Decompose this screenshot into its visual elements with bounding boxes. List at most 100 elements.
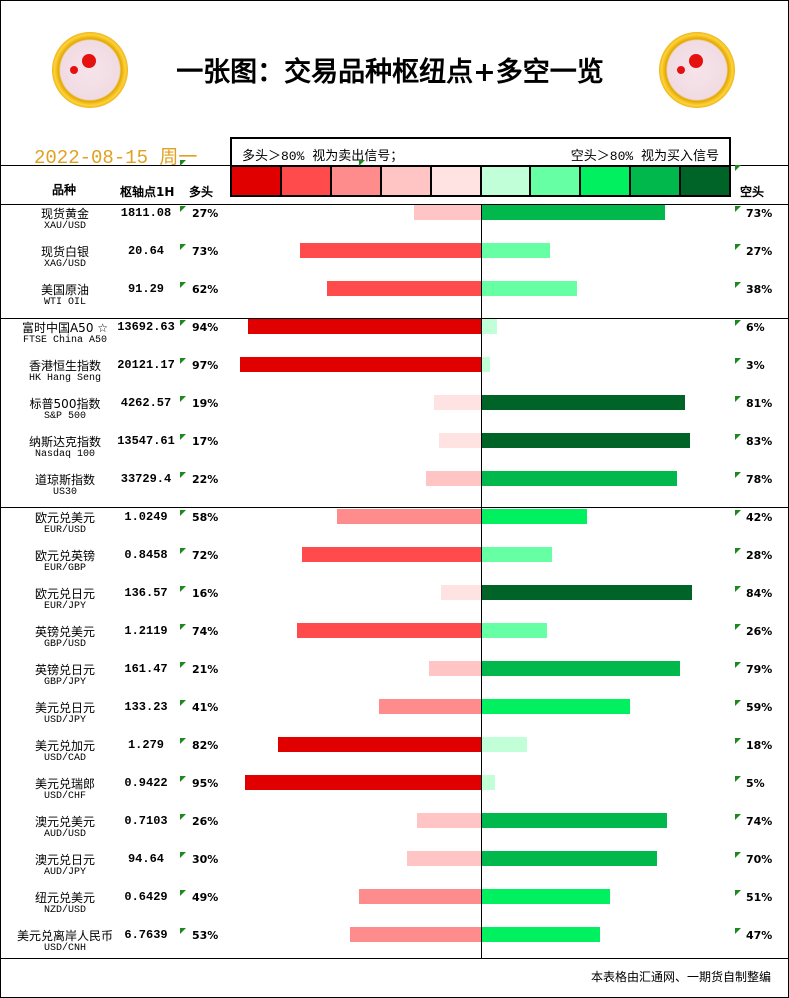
comment-marker-icon <box>735 472 741 478</box>
comment-marker-icon <box>735 890 741 896</box>
long-bar <box>247 319 481 334</box>
short-bar <box>482 813 667 828</box>
long-percent: 82% <box>192 739 219 752</box>
table-row: 美国原油 WTI OIL 91.29 62% 38% <box>0 281 789 319</box>
instrument-code: AUD/JPY <box>43 867 86 878</box>
short-bar <box>482 699 630 714</box>
comment-marker-icon <box>735 700 741 706</box>
col-header-name: 品种 <box>52 183 77 197</box>
short-bar <box>482 281 577 296</box>
table-row: 英镑兑日元 GBP/JPY 161.47 21% 79% <box>0 661 789 699</box>
short-percent: 3% <box>746 359 765 372</box>
long-percent: 74% <box>192 625 219 638</box>
legend-swatch <box>381 167 432 195</box>
instrument-code: WTI OIL <box>43 297 86 308</box>
comment-marker-icon <box>735 320 741 326</box>
short-percent: 5% <box>746 777 765 790</box>
short-bar <box>482 623 547 638</box>
table-row: 欧元兑美元 EUR/USD 1.0249 58% 42% <box>0 509 789 547</box>
table-row: 纳斯达克指数 Nasdaq 100 13547.61 17% 83% <box>0 433 789 471</box>
short-percent: 81% <box>746 397 773 410</box>
legend-swatch <box>232 167 282 195</box>
comment-marker-icon <box>735 396 741 402</box>
comment-marker-icon <box>180 624 186 630</box>
short-percent: 28% <box>746 549 773 562</box>
instrument-name: 美国原油 <box>40 283 89 297</box>
comment-marker-icon <box>735 244 741 250</box>
long-bar <box>414 205 481 220</box>
instrument-name: 纽元兑美元 <box>34 891 95 905</box>
short-bar <box>482 509 587 524</box>
comment-marker-icon <box>180 358 186 364</box>
table-row: 美元兑瑞郎 USD/CHF 0.9422 95% 5% <box>0 775 789 813</box>
comment-marker-icon <box>180 586 186 592</box>
short-bar <box>482 433 690 448</box>
long-bar <box>416 813 481 828</box>
short-percent: 83% <box>746 435 773 448</box>
short-percent: 70% <box>746 853 773 866</box>
long-bar <box>277 737 481 752</box>
pivot-value: 94.64 <box>127 852 164 866</box>
long-percent: 62% <box>192 283 219 296</box>
comment-marker-icon <box>735 662 741 668</box>
long-percent: 53% <box>192 929 219 942</box>
legend-swatches <box>232 165 730 195</box>
pivot-value: 1.0249 <box>124 510 168 524</box>
instrument-code: EUR/GBP <box>43 563 86 574</box>
instrument-name: 标普500指数 <box>29 397 101 411</box>
instrument-code: S&P 500 <box>43 411 86 422</box>
long-percent: 30% <box>192 853 219 866</box>
comment-marker-icon <box>180 244 186 250</box>
divider <box>0 318 789 319</box>
pivot-value: 13692.63 <box>117 320 175 334</box>
comment-marker-icon <box>735 206 741 212</box>
long-percent: 27% <box>192 207 219 220</box>
instrument-name: 美元兑瑞郎 <box>34 777 95 791</box>
instrument-name: 澳元兑美元 <box>34 815 95 829</box>
table-row: 欧元兑英镑 EUR/GBP 0.8458 72% 28% <box>0 547 789 585</box>
pivot-value: 0.9422 <box>124 776 168 790</box>
table-row: 现货白银 XAG/USD 20.64 73% 27% <box>0 243 789 281</box>
instrument-name: 美元兑加元 <box>34 739 95 753</box>
pivot-value: 1.2119 <box>124 624 168 638</box>
comment-marker-icon <box>180 928 186 934</box>
pivot-value: 20121.17 <box>117 358 175 372</box>
long-bar <box>297 623 481 638</box>
pivot-value: 133.23 <box>124 700 168 714</box>
short-percent: 27% <box>746 245 773 258</box>
col-header-pivot: 枢轴点1H <box>120 185 175 199</box>
pivot-value: 1.279 <box>127 738 164 752</box>
comment-marker-icon <box>180 700 186 706</box>
long-percent: 17% <box>192 435 219 448</box>
long-bar <box>359 889 481 904</box>
long-bar <box>349 927 481 942</box>
long-signal-note: 多头＞80% 视为卖出信号； <box>242 149 404 164</box>
short-percent: 59% <box>746 701 773 714</box>
legend-swatch <box>481 167 532 195</box>
instrument-name: 澳元兑日元 <box>34 853 95 867</box>
long-percent: 21% <box>192 663 219 676</box>
comment-marker-icon <box>735 434 741 440</box>
comment-marker-icon <box>180 282 186 288</box>
table-row: 纽元兑美元 NZD/USD 0.6429 49% 51% <box>0 889 789 927</box>
instrument-code: USD/CNH <box>43 943 86 954</box>
comment-marker-icon <box>180 662 186 668</box>
long-bar <box>245 775 481 790</box>
comment-marker-icon <box>180 206 186 212</box>
instrument-code: NZD/USD <box>43 905 86 916</box>
comment-marker-icon <box>180 776 186 782</box>
long-bar <box>379 699 481 714</box>
legend-swatch <box>631 167 682 195</box>
legend-swatch <box>431 167 482 195</box>
short-percent: 26% <box>746 625 773 638</box>
long-percent: 19% <box>192 397 219 410</box>
comment-marker-icon <box>180 160 186 166</box>
long-bar <box>438 433 481 448</box>
comment-marker-icon <box>735 776 741 782</box>
long-bar <box>302 547 481 562</box>
date-label: 2022-08-15 周一 <box>34 147 198 169</box>
instrument-name: 美元兑日元 <box>34 701 95 715</box>
long-bar <box>426 471 481 486</box>
comment-marker-icon <box>735 548 741 554</box>
long-percent: 94% <box>192 321 219 334</box>
